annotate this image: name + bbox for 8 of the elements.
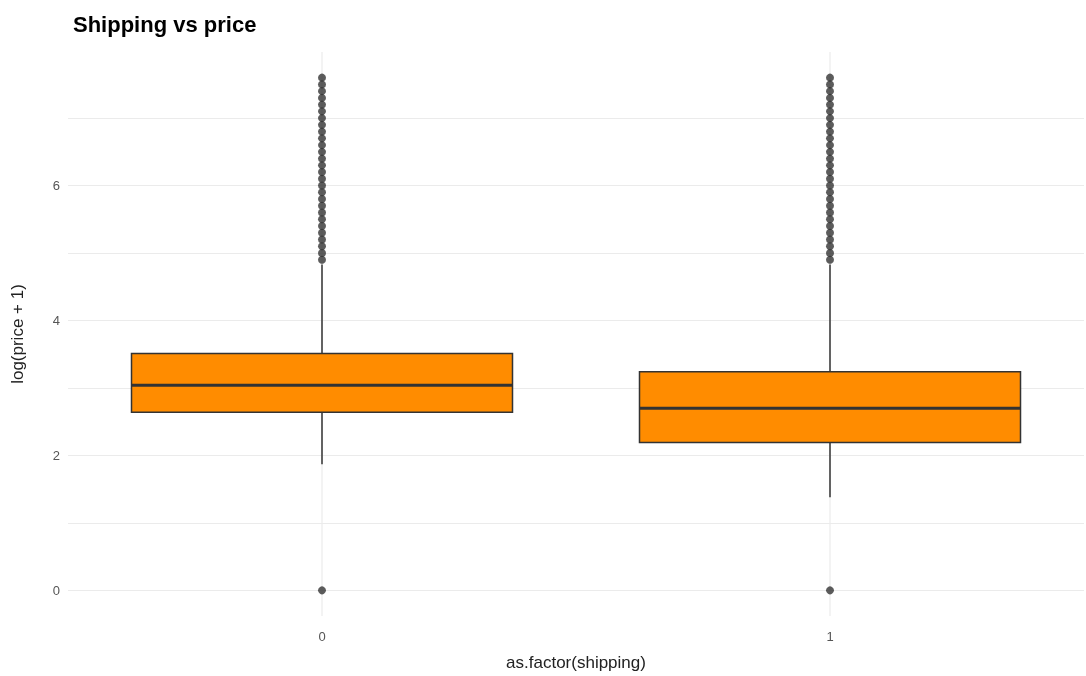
y-axis-title: log(price + 1) (8, 284, 27, 384)
y-tick-label: 6 (52, 178, 60, 194)
y-tick-label: 0 (52, 582, 60, 598)
chart-title: Shipping vs price (73, 11, 257, 37)
x-tick-label: 1 (826, 629, 834, 644)
x-axis-title: as.factor(shipping) (506, 653, 646, 672)
y-tick-label: 2 (52, 447, 60, 463)
y-tick-label: 4 (52, 313, 60, 329)
